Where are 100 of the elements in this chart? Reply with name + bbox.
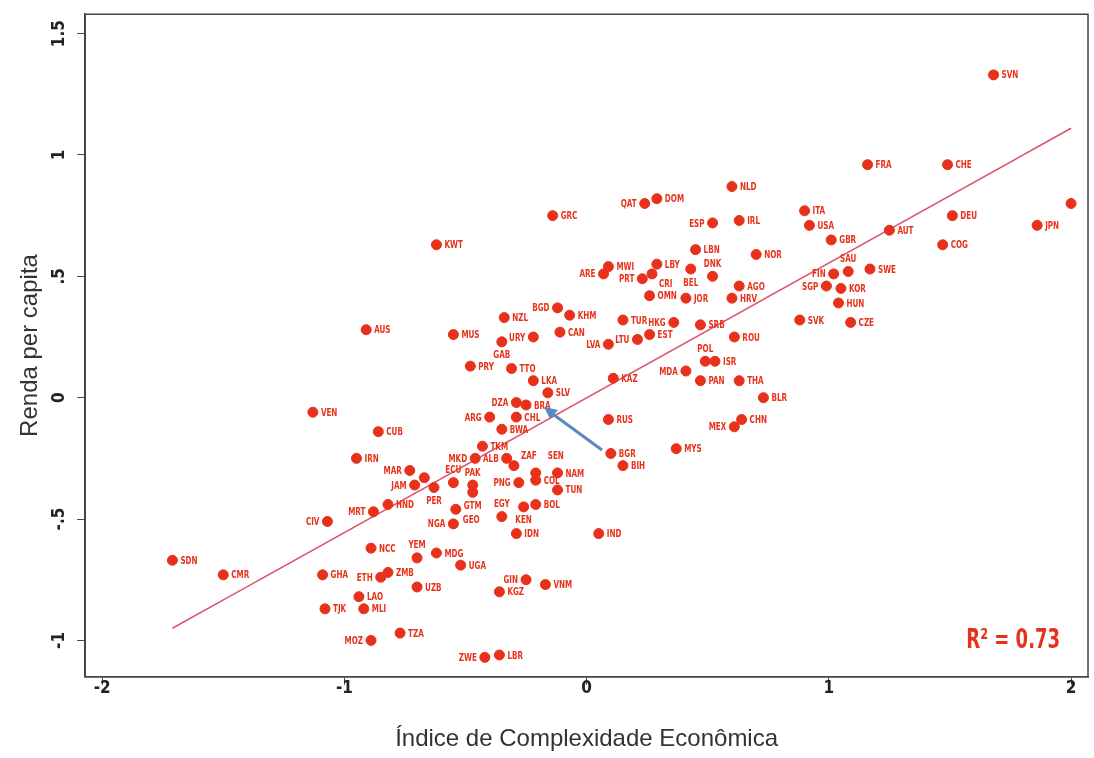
annotation: LBR: [507, 649, 524, 661]
annotation: HND: [395, 498, 414, 511]
annotation: GRC: [560, 210, 578, 222]
annotation: ZWE: [458, 651, 477, 664]
x-axis-title: Índice de Complexidade Econômica: [395, 724, 779, 752]
annotation: BIH: [630, 460, 646, 472]
annotation: LAO: [366, 591, 384, 603]
annotation: NLD: [739, 180, 757, 193]
y-tick-label: 0: [48, 392, 69, 404]
annotation: DZA: [491, 396, 509, 409]
annotation: MYS: [684, 443, 702, 455]
annotation: QAT: [620, 197, 637, 210]
annotation: COG: [950, 239, 968, 251]
annotation: ROU: [742, 331, 760, 343]
annotation: GTM: [463, 499, 482, 512]
annotation: UZB: [425, 581, 442, 593]
annotation: MUS: [461, 329, 480, 341]
annotation: ARG: [464, 411, 482, 423]
annotation: IRN: [364, 452, 379, 465]
annotation: HRV: [739, 292, 758, 305]
annotation: KEN: [515, 514, 532, 526]
annotation: CHE: [955, 159, 972, 171]
annotation: GIN: [503, 574, 519, 586]
x-tick-label: 2: [1065, 677, 1077, 698]
annotation: TUN: [565, 484, 583, 496]
annotation: SEN: [547, 449, 564, 461]
annotation: TTO: [519, 362, 536, 375]
annotation: AGO: [747, 280, 765, 292]
annotation: PAK: [464, 466, 481, 478]
annotation: HUN: [846, 297, 865, 309]
annotation: FIN: [812, 268, 826, 280]
annotation: ARE: [579, 268, 596, 280]
annotation: COL: [543, 474, 561, 487]
annotation: ITA: [812, 205, 826, 217]
annotation: BEL: [683, 276, 699, 288]
annotation: CUB: [386, 426, 403, 438]
annotation: MEX: [708, 421, 727, 433]
annotation: KWT: [444, 239, 463, 251]
annotation: NZL: [512, 312, 529, 324]
annotation: SGP: [802, 280, 819, 292]
annotation: LBN: [703, 244, 720, 256]
x-tick-label: 0: [581, 677, 592, 698]
annotation: NAM: [565, 467, 585, 479]
annotation: LTU: [615, 333, 630, 346]
annotation: EGY: [493, 498, 511, 510]
annotation: PNG: [493, 477, 511, 489]
annotation: MWI: [616, 261, 635, 273]
annotation: MRT: [348, 506, 366, 518]
annotation: EST: [657, 329, 673, 341]
annotation: GHA: [330, 569, 349, 581]
annotation: BGD: [532, 302, 550, 314]
annotation: USA: [817, 219, 835, 232]
annotation: VEN: [320, 406, 338, 419]
annotation: OMN: [657, 290, 677, 302]
annotation: MDA: [659, 365, 679, 377]
annotation: NGA: [427, 518, 446, 530]
annotation: KAZ: [621, 372, 638, 385]
y-tick-label: 1.5: [48, 20, 69, 48]
annotation: UGA: [468, 559, 487, 572]
annotation: ALB: [483, 452, 499, 465]
annotation: PRY: [478, 360, 495, 372]
annotation: NOR: [764, 248, 783, 261]
annotation: IDN: [524, 528, 540, 540]
annotation: ZMB: [395, 566, 414, 579]
annotation: TUR: [630, 314, 648, 326]
annotation: KOR: [848, 282, 867, 295]
annotation: ZAF: [520, 450, 537, 462]
y-tick-label: -.5: [48, 507, 69, 531]
annotation: DOM: [664, 193, 685, 205]
annotation: JAM: [390, 479, 407, 491]
annotation: THA: [747, 375, 764, 387]
y-tick-label: 1: [48, 149, 69, 161]
annotation: PAN: [708, 375, 725, 387]
annotation: ETH: [356, 571, 373, 584]
annotation: SVN: [1001, 69, 1019, 81]
annotation: MAR: [383, 464, 403, 477]
annotation: LVA: [586, 338, 601, 351]
annotation: SWE: [878, 263, 897, 275]
y-tick-label: -1: [48, 631, 69, 649]
annotation: NCC: [379, 542, 396, 555]
annotation: SAU: [840, 252, 857, 265]
annotation: HKG: [648, 316, 666, 329]
annotation: BGR: [618, 447, 637, 460]
annotation: CAN: [567, 326, 585, 339]
annotation: VNM: [553, 579, 573, 591]
annotation: FRA: [875, 159, 892, 171]
annotation: BLR: [771, 392, 788, 404]
annotation: ISR: [722, 355, 737, 368]
annotation: TZA: [408, 627, 425, 639]
annotation: IRL: [747, 214, 761, 227]
annotation: CRI: [659, 278, 673, 290]
annotation: MLI: [371, 603, 387, 615]
annotation: MOZ: [344, 634, 363, 647]
annotation: CZE: [858, 316, 875, 329]
annotation: PER: [426, 494, 443, 507]
annotation: GBR: [839, 234, 857, 246]
y-tick-label: .5: [48, 268, 69, 285]
annotation: PRT: [618, 273, 635, 285]
annotation: AUT: [897, 224, 914, 237]
annotation: GEO: [462, 513, 480, 526]
